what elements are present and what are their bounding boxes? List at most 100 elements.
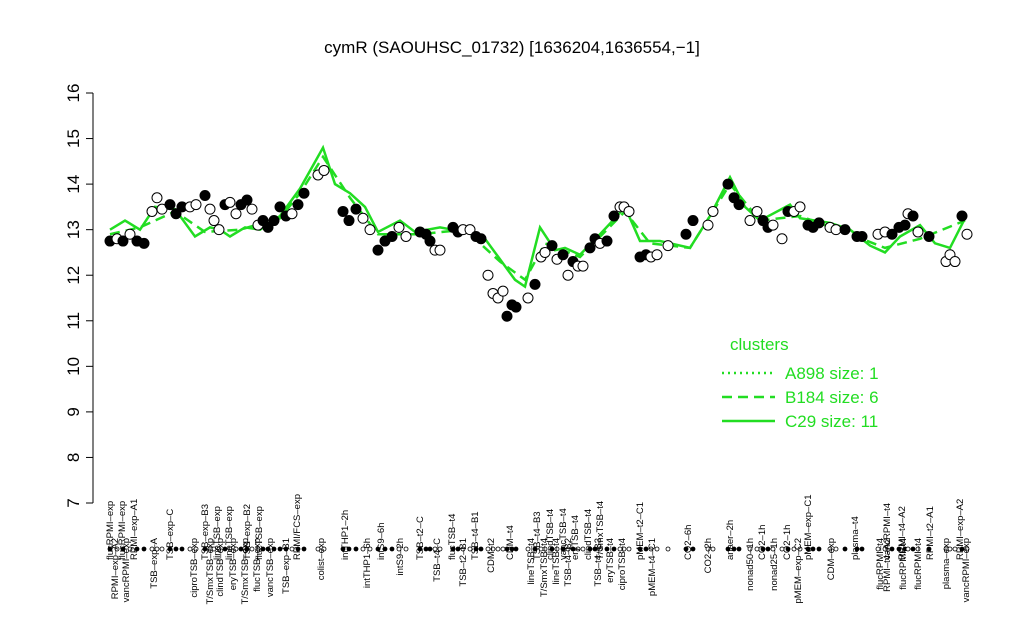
x-label: pMEM–exp–C1 bbox=[803, 495, 814, 560]
x-label: intTHP1–2h bbox=[340, 510, 351, 560]
rug-dot bbox=[260, 546, 266, 552]
point bbox=[146, 205, 158, 217]
x-label: pMEM–t2–C1 bbox=[635, 502, 646, 560]
rug-dot bbox=[833, 546, 839, 552]
point bbox=[601, 235, 613, 247]
point bbox=[464, 224, 476, 236]
x-label: eryTSB–t4 bbox=[570, 515, 581, 560]
rug-dot bbox=[127, 546, 133, 552]
x-label: intS9–2h bbox=[395, 538, 406, 576]
y-tick-label: 13 bbox=[64, 220, 83, 239]
x-label: TSB–t4–B3 bbox=[593, 538, 604, 587]
x-label: TSB–exp–A bbox=[149, 537, 160, 588]
rug-dot bbox=[367, 546, 373, 552]
point bbox=[213, 224, 225, 236]
rug-dot bbox=[648, 546, 654, 552]
x-label: flucRPMI–t4 bbox=[913, 538, 924, 590]
rug-dot bbox=[570, 546, 576, 552]
x-label: vancTSB–t4 bbox=[558, 508, 569, 560]
point bbox=[651, 249, 663, 261]
point bbox=[337, 205, 349, 217]
point bbox=[707, 205, 719, 217]
rug-dot bbox=[643, 546, 649, 552]
point bbox=[662, 240, 674, 252]
rug-dot bbox=[705, 546, 711, 552]
x-label: flucRPMI–exp bbox=[105, 501, 116, 560]
rug-dot bbox=[227, 546, 233, 552]
rug-dot bbox=[222, 546, 228, 552]
rug-dot bbox=[626, 546, 632, 552]
x-label: TSB–t4–C bbox=[432, 538, 443, 582]
point bbox=[912, 226, 924, 238]
point bbox=[364, 224, 376, 236]
rug-dot bbox=[915, 546, 921, 552]
y-tick-label: 16 bbox=[64, 84, 83, 103]
rug-dot bbox=[389, 546, 395, 552]
point bbox=[794, 201, 806, 213]
rug-dot bbox=[597, 546, 603, 552]
rug-dot bbox=[785, 546, 791, 552]
point bbox=[386, 231, 398, 242]
rug-dot bbox=[173, 546, 179, 552]
x-label: flucTSB–exp bbox=[254, 506, 265, 560]
x-label: CO2–6h bbox=[683, 525, 694, 560]
x-label: pMEM–exp–C2 bbox=[793, 538, 804, 603]
x-label: CDM–t4 bbox=[505, 525, 516, 560]
point bbox=[343, 215, 355, 227]
rug-dot bbox=[926, 546, 932, 552]
rug-dot bbox=[216, 546, 222, 552]
x-label: eryTSB–exp bbox=[228, 538, 239, 590]
point bbox=[117, 235, 129, 247]
y-tick-label: 11 bbox=[64, 312, 83, 330]
x-label: colist–exp bbox=[316, 538, 327, 580]
point bbox=[262, 221, 274, 233]
rug-dot bbox=[580, 546, 586, 552]
point bbox=[856, 231, 868, 242]
point bbox=[529, 278, 541, 290]
point bbox=[522, 292, 534, 304]
point bbox=[434, 244, 446, 256]
rug-dot bbox=[179, 546, 185, 552]
rug-dot bbox=[765, 546, 771, 552]
x-label: CDM–exp bbox=[826, 538, 837, 580]
x-label: vancTSB–exp bbox=[265, 538, 276, 597]
rug-dot bbox=[353, 546, 359, 552]
rug-dot bbox=[710, 546, 716, 552]
rug-dot bbox=[289, 546, 295, 552]
point bbox=[151, 192, 163, 204]
point bbox=[268, 215, 280, 227]
rug-dot bbox=[797, 546, 803, 552]
rug-dot bbox=[277, 546, 283, 552]
x-label: lineTSB–t4 bbox=[551, 538, 562, 584]
rug-dot bbox=[271, 546, 277, 552]
chart-title: cymR (SAOUHSC_01732) [1636204,1636554,−1… bbox=[324, 38, 700, 57]
x-label: CDM–t2 bbox=[486, 538, 497, 573]
x-label: nonad50–1h bbox=[745, 538, 756, 591]
rug-dot bbox=[816, 546, 822, 552]
x-label: RPMI–exp–A2 bbox=[955, 499, 966, 560]
rug-dot bbox=[532, 546, 538, 552]
rug-dot bbox=[859, 546, 865, 552]
point bbox=[687, 215, 699, 227]
point bbox=[923, 231, 935, 242]
rug-dot bbox=[770, 546, 776, 552]
rug-dot bbox=[244, 546, 250, 552]
point bbox=[562, 269, 574, 281]
point bbox=[372, 244, 384, 256]
x-label: vancRPMI–t4 bbox=[882, 503, 893, 560]
x-label: CO2–1h bbox=[757, 525, 768, 560]
x-label: lineTSB–exp bbox=[212, 506, 223, 560]
rug-dot bbox=[202, 546, 208, 552]
rug-dot bbox=[683, 546, 689, 552]
rug-dot bbox=[842, 546, 848, 552]
rug-dot bbox=[964, 546, 970, 552]
rug-dot bbox=[265, 546, 271, 552]
point bbox=[199, 190, 211, 201]
rug-dot bbox=[565, 546, 571, 552]
rug-dot bbox=[396, 546, 402, 552]
rug-dot bbox=[731, 546, 737, 552]
point bbox=[164, 199, 176, 211]
point bbox=[318, 164, 330, 176]
x-label: TSB–exp–B3 bbox=[200, 504, 211, 560]
